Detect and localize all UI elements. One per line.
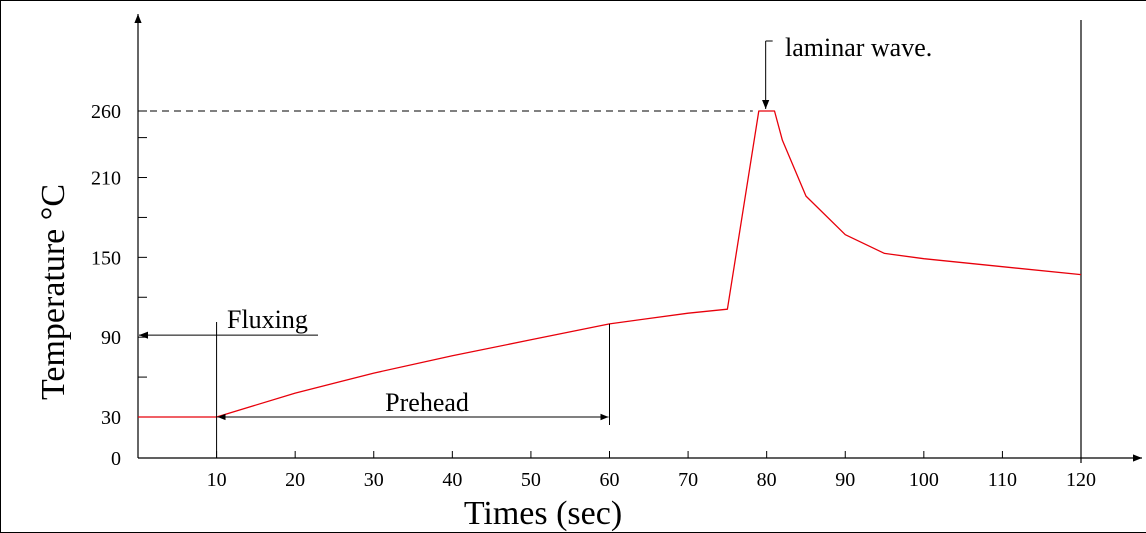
y-axis-title: Temperature °C	[35, 184, 72, 400]
x-tick-label: 90	[835, 469, 855, 491]
x-tick-label: 80	[757, 469, 777, 491]
annotations: Fluxing Prehead laminar wave.	[139, 33, 932, 458]
y-tick-label: 0	[111, 448, 121, 470]
x-tick-label: 120	[1066, 469, 1096, 491]
axes	[134, 14, 1142, 462]
fluxing-label: Fluxing	[227, 305, 308, 334]
tick-marks: 10 20 30 40 50 60 70 80 90 100 110 120 0 30 90 150 210 26…	[91, 101, 1096, 491]
y-tick-label: 90	[101, 327, 121, 349]
laminar-wave-label: laminar wave.	[785, 33, 932, 62]
x-tick-label: 70	[678, 469, 698, 491]
x-tick-label: 30	[364, 469, 384, 491]
x-tick-label: 40	[442, 469, 462, 491]
series	[138, 110, 1082, 418]
x-tick-label: 110	[988, 469, 1017, 491]
reference-lines	[138, 20, 1082, 463]
x-tick-label: 100	[909, 469, 939, 491]
y-tick-label: 260	[91, 101, 121, 123]
x-axis-title: Times (sec)	[464, 495, 622, 532]
temperature-series-line	[138, 110, 1082, 418]
x-tick-label: 10	[207, 469, 227, 491]
y-tick-label: 30	[101, 407, 121, 429]
x-tick-label: 60	[600, 469, 620, 491]
x-tick-label: 50	[521, 469, 541, 491]
y-tick-label: 210	[91, 168, 121, 190]
x-tick-label: 20	[285, 469, 305, 491]
y-tick-label: 150	[91, 247, 121, 269]
prehead-label: Prehead	[385, 388, 469, 417]
